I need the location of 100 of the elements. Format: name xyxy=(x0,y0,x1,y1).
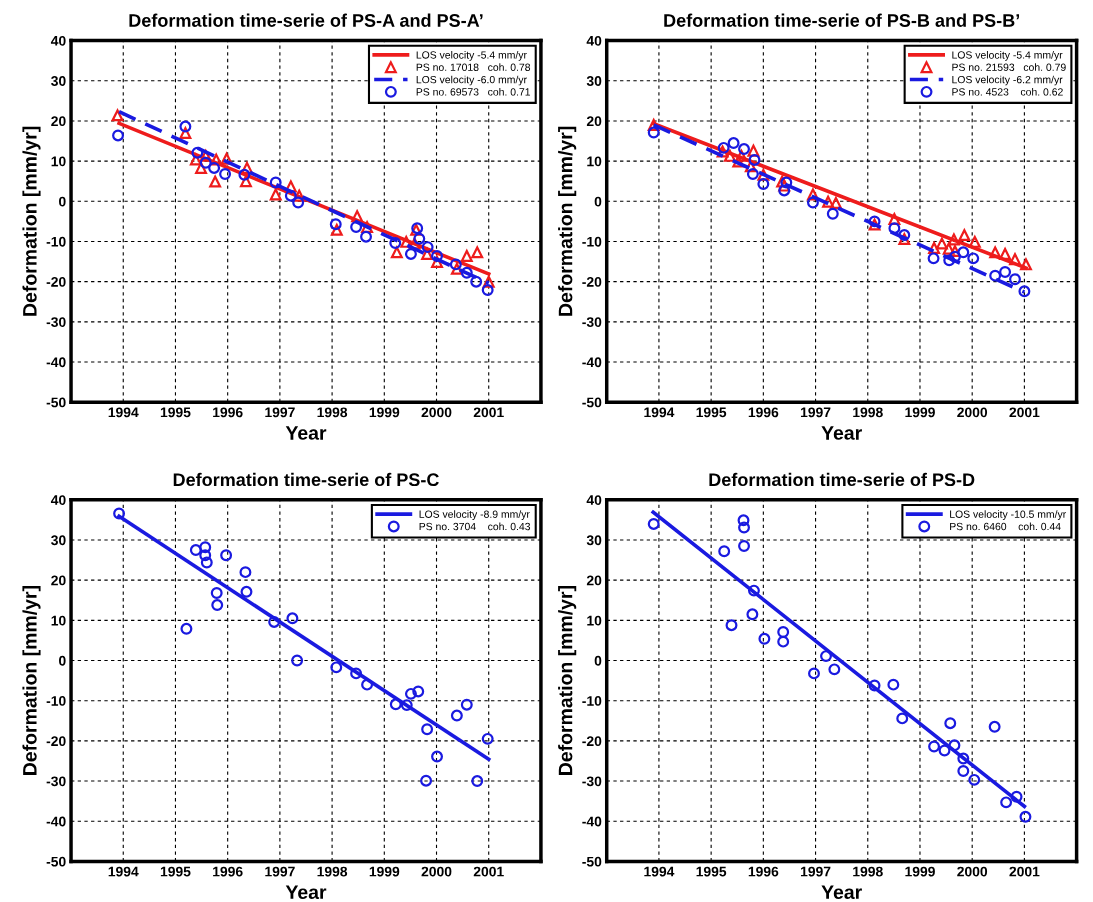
y-tick-label: 40 xyxy=(586,495,602,505)
point xyxy=(758,632,771,645)
point xyxy=(450,262,463,275)
y-tick-label: -50 xyxy=(582,397,602,408)
y-tick-label: -10 xyxy=(46,696,66,706)
x-tick-label: 1994 xyxy=(108,407,139,418)
y-tick-label: 20 xyxy=(586,116,602,127)
point xyxy=(210,587,223,599)
x-tick-label: 1999 xyxy=(905,407,935,418)
point xyxy=(718,545,731,558)
y-tick-label: -20 xyxy=(582,276,602,287)
legend-label: LOS velocity -6.0 mm/yr xyxy=(416,75,527,86)
point xyxy=(948,739,961,752)
x-tick-label: 2001 xyxy=(1009,866,1040,877)
y-tick-label: 10 xyxy=(51,156,66,167)
point xyxy=(738,521,750,534)
x-axis-title: Year xyxy=(285,885,327,900)
point xyxy=(412,685,425,698)
point xyxy=(404,247,417,260)
point xyxy=(1019,810,1032,823)
point xyxy=(421,241,434,254)
y-tick-label: 20 xyxy=(51,116,66,127)
y-tick-label: -50 xyxy=(582,856,602,867)
y-tick-label: -30 xyxy=(46,776,66,787)
point xyxy=(482,275,495,288)
point xyxy=(725,619,738,632)
point xyxy=(999,247,1012,260)
point xyxy=(777,626,790,638)
point xyxy=(239,566,252,579)
y-axis-title: Deformation [mm/yr] xyxy=(22,126,41,316)
legend-label: LOS velocity -5.4 mm/yr xyxy=(416,51,527,61)
point xyxy=(361,678,374,691)
point xyxy=(647,118,660,131)
point xyxy=(481,284,494,297)
point xyxy=(967,252,980,265)
y-tick-label: -50 xyxy=(46,397,66,408)
point xyxy=(268,615,281,628)
chart-title: Deformation time-serie of PS-B and PS-B’ xyxy=(664,13,1020,27)
y-tick-label: 0 xyxy=(59,655,66,666)
point xyxy=(238,168,251,181)
legend-label: PS no. 69573 coh. 0.71 xyxy=(416,87,531,96)
point xyxy=(284,189,297,202)
point xyxy=(989,269,1002,282)
point xyxy=(746,168,759,180)
x-tick-label: 2000 xyxy=(957,407,988,418)
x-tick-label: 1998 xyxy=(853,866,883,877)
point xyxy=(389,698,402,711)
point xyxy=(179,120,192,133)
point xyxy=(269,188,282,201)
point xyxy=(390,246,403,259)
legend-label: LOS velocity -8.9 mm/yr xyxy=(419,510,530,520)
point xyxy=(360,230,372,243)
point xyxy=(431,249,444,262)
point xyxy=(738,540,750,552)
point xyxy=(400,699,413,712)
point xyxy=(748,153,761,166)
legend-label: PS no. 4523 coh. 0.62 xyxy=(952,87,1063,96)
x-tick-label: 1995 xyxy=(160,407,191,418)
x-tick-label: 2000 xyxy=(421,866,452,877)
y-tick-label: 0 xyxy=(59,196,66,207)
legend-label: LOS velocity -6.2 mm/yr xyxy=(952,75,1063,86)
legend-label: PS no. 3704 coh. 0.43 xyxy=(419,522,531,531)
point xyxy=(948,250,961,263)
y-tick-label: 30 xyxy=(586,76,602,86)
legend-label: LOS velocity -5.4 mm/yr xyxy=(952,51,1063,61)
point xyxy=(957,246,970,259)
point xyxy=(717,141,730,154)
x-tick-label: 2001 xyxy=(1009,407,1040,418)
y-tick-label: 20 xyxy=(586,575,602,586)
point xyxy=(219,168,232,180)
point xyxy=(291,654,304,667)
point xyxy=(239,175,252,188)
x-tick-label: 1997 xyxy=(265,866,295,877)
point xyxy=(269,176,282,189)
y-tick-label: -10 xyxy=(582,236,602,247)
point xyxy=(1018,285,1031,298)
point xyxy=(928,740,941,753)
point xyxy=(460,698,473,711)
point xyxy=(828,663,841,676)
y-tick-label: 20 xyxy=(51,575,66,586)
chart-title: Deformation time-serie of PS-A and PS-A’ xyxy=(129,13,483,27)
point xyxy=(329,218,342,231)
point xyxy=(210,153,223,166)
point xyxy=(112,129,124,142)
y-tick-label: -40 xyxy=(46,816,66,827)
point xyxy=(896,712,909,725)
point xyxy=(449,258,462,271)
x-tick-label: 1994 xyxy=(644,866,675,877)
x-tick-label: 1995 xyxy=(696,866,727,877)
point xyxy=(820,650,832,663)
x-axis-title: Year xyxy=(821,426,862,440)
point xyxy=(822,195,835,208)
point xyxy=(200,556,213,569)
x-tick-label: 1996 xyxy=(213,407,243,418)
x-tick-label: 1994 xyxy=(644,407,675,418)
y-tick-label: 40 xyxy=(50,495,66,505)
point xyxy=(738,143,750,156)
y-tick-label: -40 xyxy=(46,357,66,368)
point xyxy=(887,678,900,691)
point xyxy=(113,507,126,520)
